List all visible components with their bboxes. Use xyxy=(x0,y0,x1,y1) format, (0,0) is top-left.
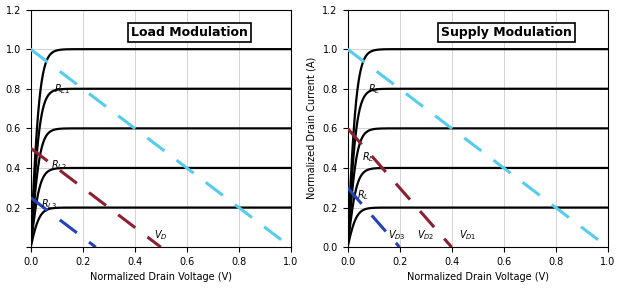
Text: $V_{D1}$: $V_{D1}$ xyxy=(460,228,477,242)
Text: $V_{D3}$: $V_{D3}$ xyxy=(388,228,406,242)
Text: $V_{D2}$: $V_{D2}$ xyxy=(417,228,434,242)
Text: $R_L$: $R_L$ xyxy=(368,82,381,96)
Y-axis label: Normalized Drain Current (A): Normalized Drain Current (A) xyxy=(307,57,317,200)
Text: $R_{L1}$: $R_{L1}$ xyxy=(54,82,70,96)
Text: $R_L$: $R_L$ xyxy=(356,188,369,202)
Text: $R_{L2}$: $R_{L2}$ xyxy=(52,158,68,172)
Text: $R_L$: $R_L$ xyxy=(362,150,374,164)
Text: Supply Modulation: Supply Modulation xyxy=(441,26,572,39)
Text: $R_{L3}$: $R_{L3}$ xyxy=(41,197,57,211)
Text: Load Modulation: Load Modulation xyxy=(131,26,248,39)
X-axis label: Normalized Drain Voltage (V): Normalized Drain Voltage (V) xyxy=(407,272,549,283)
Text: $V_D$: $V_D$ xyxy=(154,228,168,242)
X-axis label: Normalized Drain Voltage (V): Normalized Drain Voltage (V) xyxy=(90,272,232,283)
